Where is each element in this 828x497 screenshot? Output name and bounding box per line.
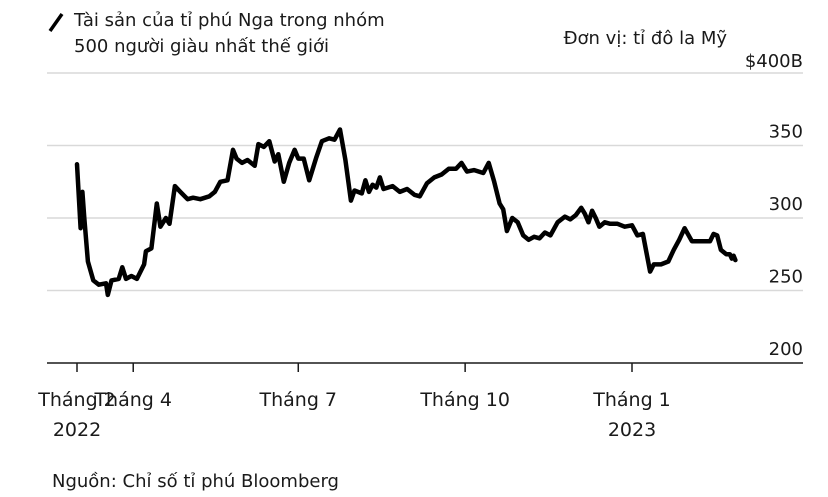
x-tick-label-0: Tháng 2 xyxy=(37,389,116,411)
legend-line-swatch xyxy=(48,12,64,33)
unit-label: Đơn vị: tỉ đô la Mỹ xyxy=(564,28,728,49)
series-layer xyxy=(74,127,738,298)
y-tick-label-350: 350 xyxy=(769,122,803,143)
x-axis-ticks: Tháng 2 2022 Tháng 4 Tháng 7 Tháng 10 Tháng 1… xyxy=(37,363,671,441)
x-tick-label-3: Tháng 10 xyxy=(419,389,510,411)
y-tick-label-400: $400B xyxy=(745,51,803,72)
legend: Tài sản của tỉ phú Nga trong nhóm 500 ng… xyxy=(48,10,385,57)
y-tick-label-200: 200 xyxy=(769,339,803,360)
legend-label-line-2: 500 người giàu nhất thế giới xyxy=(74,36,329,57)
y-tick-label-250: 250 xyxy=(769,267,803,288)
x-tick-label-2: Tháng 7 xyxy=(259,389,338,411)
gridlines xyxy=(47,72,803,292)
y-axis-ticks: $400B 350 300 250 200 xyxy=(745,51,803,360)
x-tick-year-4: 2023 xyxy=(608,419,656,441)
x-tick-label-4: Tháng 1 xyxy=(592,389,671,411)
y-tick-label-300: 300 xyxy=(769,194,803,215)
source-note: Nguồn: Chỉ số tỉ phú Bloomberg xyxy=(52,471,339,492)
series-line-0 xyxy=(74,127,738,298)
legend-label-line-1: Tài sản của tỉ phú Nga trong nhóm xyxy=(73,10,385,31)
x-tick-year-0: 2022 xyxy=(53,419,101,441)
x-tick-label-1: Tháng 4 xyxy=(93,389,172,411)
